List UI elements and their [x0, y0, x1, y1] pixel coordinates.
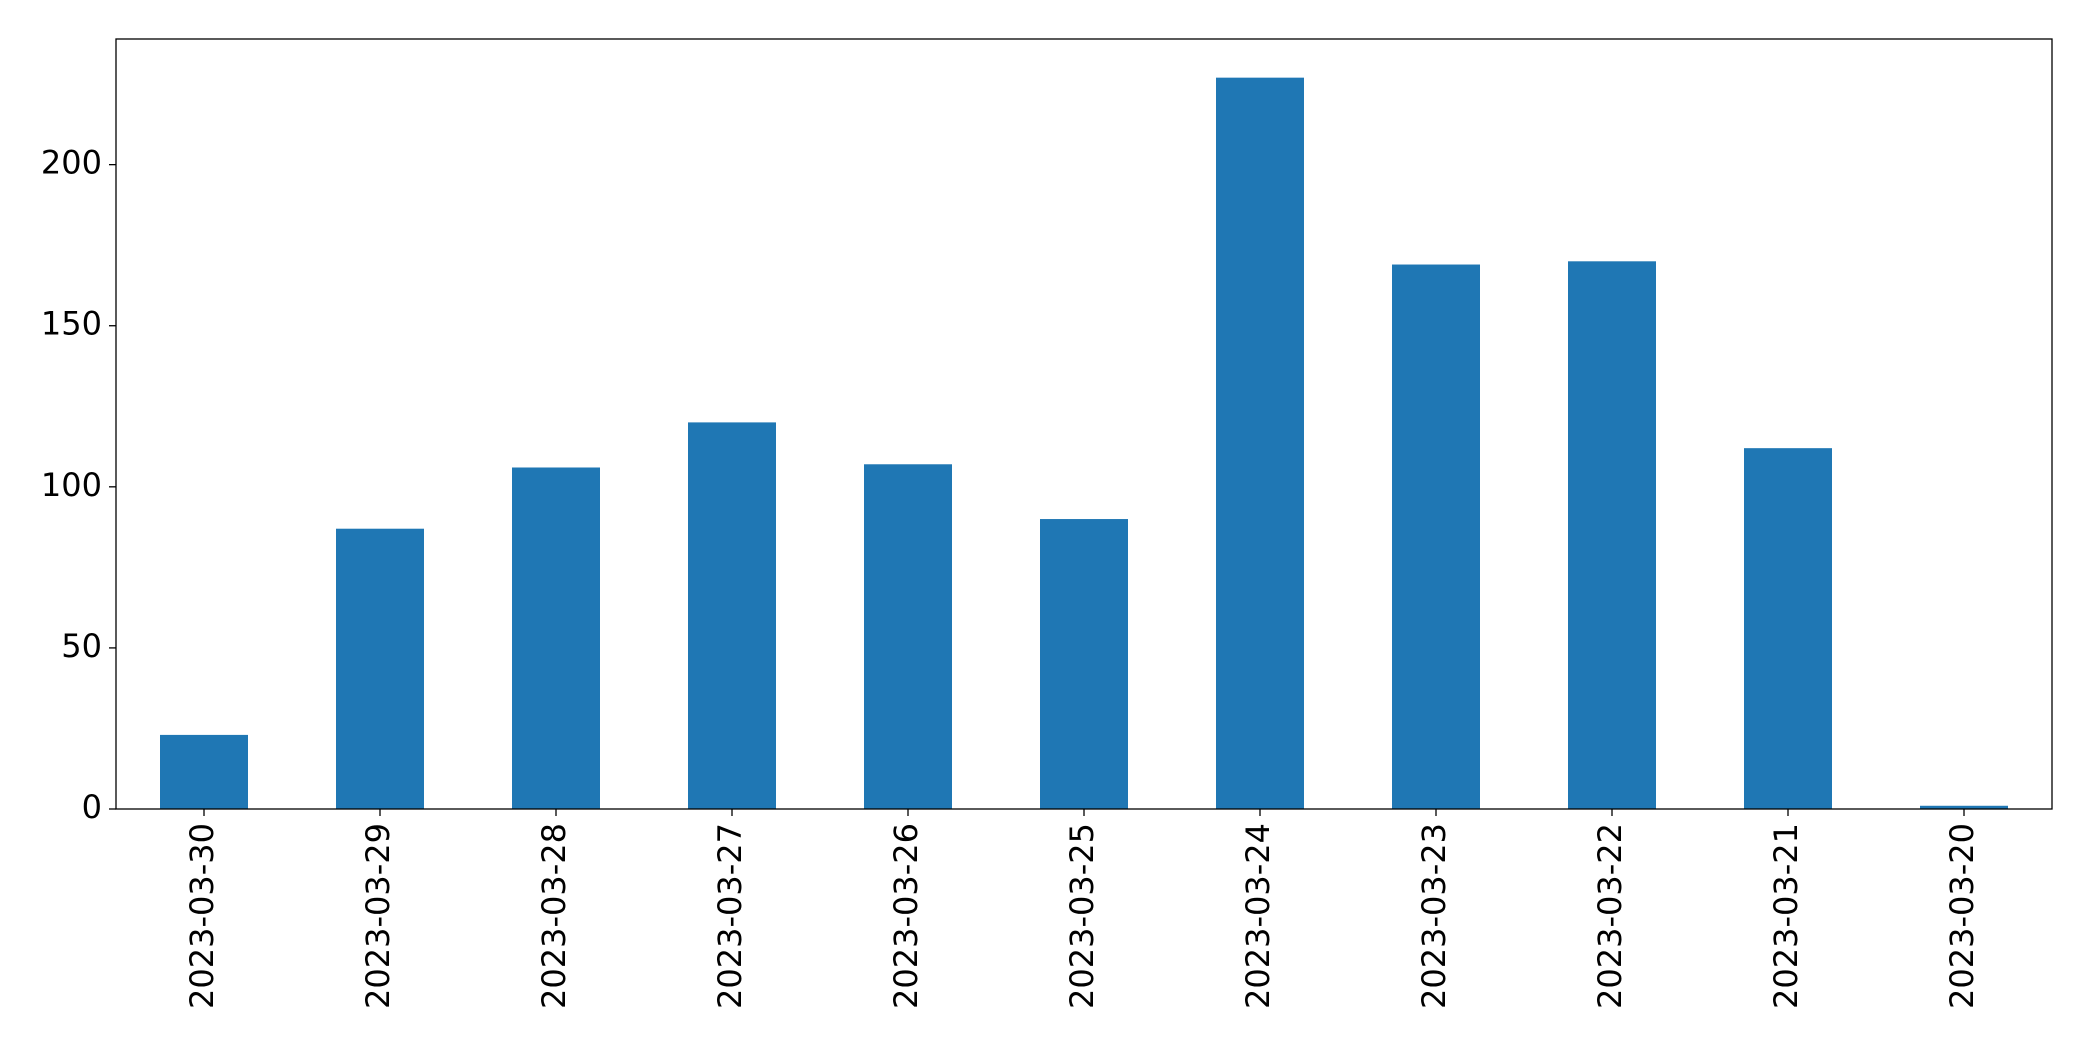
bar: [864, 464, 952, 809]
x-tick-label: 2023-03-24: [1239, 823, 1277, 1009]
y-tick-label: 50: [61, 627, 102, 665]
y-tick-label: 200: [41, 144, 102, 182]
y-tick-label: 100: [41, 466, 102, 504]
x-tick-label: 2023-03-26: [887, 823, 925, 1009]
x-tick-label: 2023-03-20: [1943, 823, 1981, 1009]
bar: [512, 467, 600, 809]
bar: [160, 734, 248, 809]
x-tick-label: 2023-03-21: [1767, 823, 1805, 1009]
bar: [336, 528, 424, 809]
x-tick-label: 2023-03-27: [711, 823, 749, 1009]
x-tick-label: 2023-03-28: [535, 823, 573, 1009]
bar: [1920, 805, 2008, 809]
y-tick-label: 150: [41, 305, 102, 343]
bar: [688, 422, 776, 809]
x-tick-label: 2023-03-23: [1415, 823, 1453, 1009]
x-tick-label: 2023-03-22: [1591, 823, 1629, 1009]
bar: [1392, 264, 1480, 809]
bar: [1216, 77, 1304, 810]
x-tick-label: 2023-03-30: [183, 823, 221, 1009]
x-tick-label: 2023-03-25: [1063, 823, 1101, 1009]
y-tick-label: 0: [82, 788, 102, 826]
x-tick-label: 2023-03-29: [359, 823, 397, 1009]
bar: [1744, 448, 1832, 809]
bar: [1568, 261, 1656, 809]
bar: [1040, 519, 1128, 809]
axes-frame: [115, 38, 2053, 810]
